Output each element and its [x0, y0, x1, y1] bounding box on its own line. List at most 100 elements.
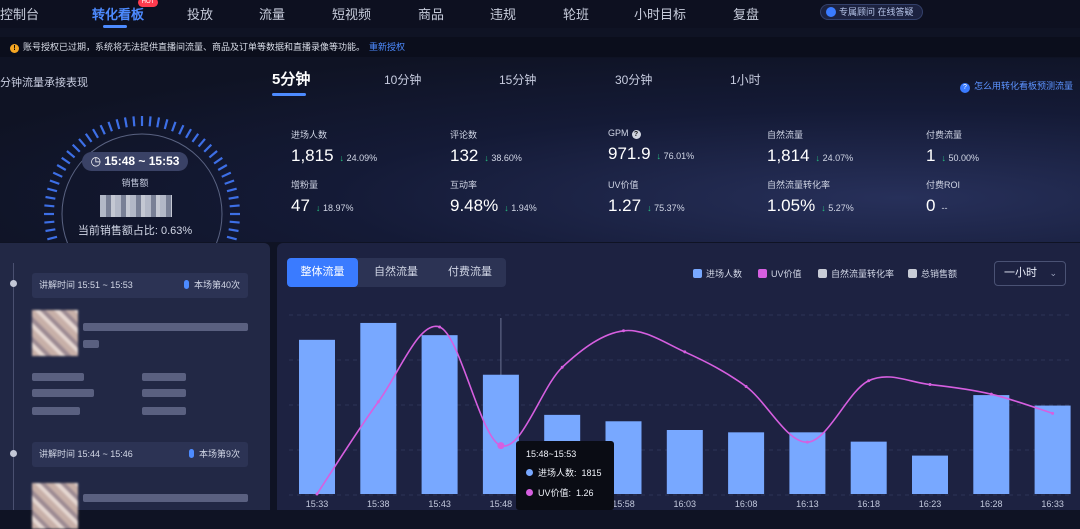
tab-overall-traffic[interactable]: 整体流量	[287, 258, 358, 287]
metric-label: 付费ROI	[926, 180, 961, 190]
uv-point[interactable]	[989, 392, 993, 396]
legend-visitors[interactable]: 进场人数	[693, 267, 742, 280]
legend-label: 自然流量转化率	[831, 269, 895, 279]
uv-point[interactable]	[560, 365, 564, 369]
dial-tick	[92, 128, 99, 139]
metric-value: 132	[450, 146, 479, 165]
uv-point[interactable]	[867, 379, 871, 383]
uv-point[interactable]	[497, 442, 505, 450]
x-tick-label: 16:23	[919, 499, 942, 509]
metric-card: 互动率 9.48% ↓ 1.94%	[450, 178, 600, 216]
metric-label: 评论数	[450, 130, 478, 140]
reauthorize-link[interactable]: 重新授权	[369, 42, 406, 52]
clock-icon: ◷	[90, 154, 105, 168]
range-tab-underline	[272, 93, 306, 96]
nav-item[interactable]: 复盘	[733, 7, 760, 22]
bar-visitors[interactable]	[421, 335, 458, 494]
help-link[interactable]: ? 怎么用转化看板预测流量	[960, 79, 1073, 93]
arrow-down-icon: ↓	[941, 153, 949, 163]
nav-item[interactable]: 转化看板	[92, 7, 145, 22]
metric-card: 自然流量转化率 1.05% ↓ 5.27%	[767, 178, 917, 216]
legend-swatch	[758, 269, 767, 278]
bar-visitors[interactable]	[850, 441, 887, 494]
bar-visitors[interactable]	[728, 432, 765, 494]
uv-point[interactable]	[622, 329, 625, 333]
dial-tick	[178, 124, 185, 135]
dial-tick	[84, 133, 93, 143]
dial-tick	[78, 138, 87, 148]
dial-tick	[71, 143, 81, 153]
tab-natural-traffic[interactable]: 自然流量	[374, 266, 418, 278]
dial-tick	[226, 235, 237, 241]
product-stat-redacted	[32, 389, 94, 397]
uv-point[interactable]	[315, 492, 319, 496]
nav-item[interactable]: 商品	[418, 7, 445, 22]
tooltip-label: 进场人数:	[538, 468, 577, 478]
bar-visitors[interactable]	[482, 374, 519, 494]
product-stat-redacted	[32, 373, 84, 381]
arrow-down-icon: ↓	[647, 203, 655, 213]
range-tab[interactable]: 1小时	[730, 73, 761, 87]
tooltip-dot	[526, 469, 533, 476]
range-tab[interactable]: 15分钟	[499, 73, 537, 87]
metric-label: 互动率	[450, 180, 478, 190]
dial-tick	[44, 220, 55, 224]
bar-visitors[interactable]	[299, 339, 335, 494]
notice-bar: ! 账号授权已过期，系统将无法提供直播间流量、商品及订单等数据和直播录像等功能。重…	[0, 37, 1080, 57]
metric-label: 增粉量	[291, 180, 319, 190]
legend-total-sales[interactable]: 总销售额	[908, 267, 957, 280]
nav-item[interactable]: 控制台	[0, 7, 40, 22]
tooltip-value: 1815	[581, 467, 602, 478]
consultant-button[interactable]: 专属顾问 在线答疑	[820, 4, 923, 20]
range-tab[interactable]: 5分钟	[272, 71, 311, 88]
uv-point[interactable]	[805, 440, 809, 444]
consultant-label: 专属顾问 在线答疑	[839, 7, 914, 17]
dial-tick	[208, 150, 218, 159]
dial-tick	[115, 119, 121, 130]
legend-uv-value[interactable]: UV价值	[758, 267, 802, 280]
nav-item[interactable]: 短视频	[332, 7, 372, 22]
hour-select[interactable]: 一小时 ⌄	[994, 261, 1066, 286]
legend-label: 总销售额	[921, 269, 958, 279]
dial-tick	[228, 228, 239, 233]
dial-tick	[156, 117, 161, 128]
arrow-down-icon: ↓	[484, 153, 492, 163]
product-thumbnail[interactable]	[32, 483, 78, 529]
segment-card[interactable]: 讲解时间 15:44 ~ 15:46 本场第9次	[32, 442, 248, 467]
product-thumbnail[interactable]	[32, 310, 78, 356]
uv-point[interactable]	[683, 350, 687, 354]
metric-value: 1,815	[291, 146, 334, 165]
dial-tick	[185, 128, 192, 139]
nav-item[interactable]: 流量	[259, 7, 286, 22]
range-tab[interactable]: 10分钟	[384, 73, 422, 87]
nav-item[interactable]: 小时目标	[634, 7, 687, 22]
range-tab[interactable]: 30分钟	[615, 73, 653, 87]
uv-point[interactable]	[438, 325, 442, 329]
help-icon: ?	[960, 83, 970, 93]
x-tick-label: 16:28	[980, 499, 1003, 509]
uv-point[interactable]	[928, 383, 932, 387]
metric-value: 971.9	[608, 144, 651, 163]
uv-point[interactable]	[1051, 411, 1055, 415]
uv-point[interactable]	[376, 400, 380, 404]
uv-point[interactable]	[744, 384, 748, 388]
dial-tick	[47, 187, 58, 193]
legend-conversion[interactable]: 自然流量转化率	[818, 267, 894, 280]
bar-visitors[interactable]	[666, 430, 703, 494]
bar-visitors[interactable]	[1034, 405, 1071, 494]
dial-tick	[229, 220, 240, 224]
nav-item[interactable]: 投放	[187, 7, 214, 22]
product-title-redacted	[83, 340, 99, 348]
metric-change: ↓ 76.01%	[656, 151, 695, 161]
bar-visitors[interactable]	[360, 322, 397, 494]
bar-visitors[interactable]	[912, 455, 948, 494]
tooltip-row: 进场人数: 1815	[526, 466, 614, 479]
explanation-timeline: 讲解时间 15:51 ~ 15:53 本场第40次 讲解时间 15:44 ~ 1…	[0, 243, 270, 529]
nav-item[interactable]: 轮班	[563, 7, 590, 22]
tab-paid-traffic[interactable]: 付费流量	[448, 266, 492, 278]
nav-item[interactable]: 违规	[490, 7, 517, 22]
bar-visitors[interactable]	[973, 395, 1010, 494]
help-icon[interactable]: ?	[631, 130, 641, 139]
arrow-down-icon: ↓	[656, 151, 664, 161]
segment-card[interactable]: 讲解时间 15:51 ~ 15:53 本场第40次	[32, 273, 248, 298]
